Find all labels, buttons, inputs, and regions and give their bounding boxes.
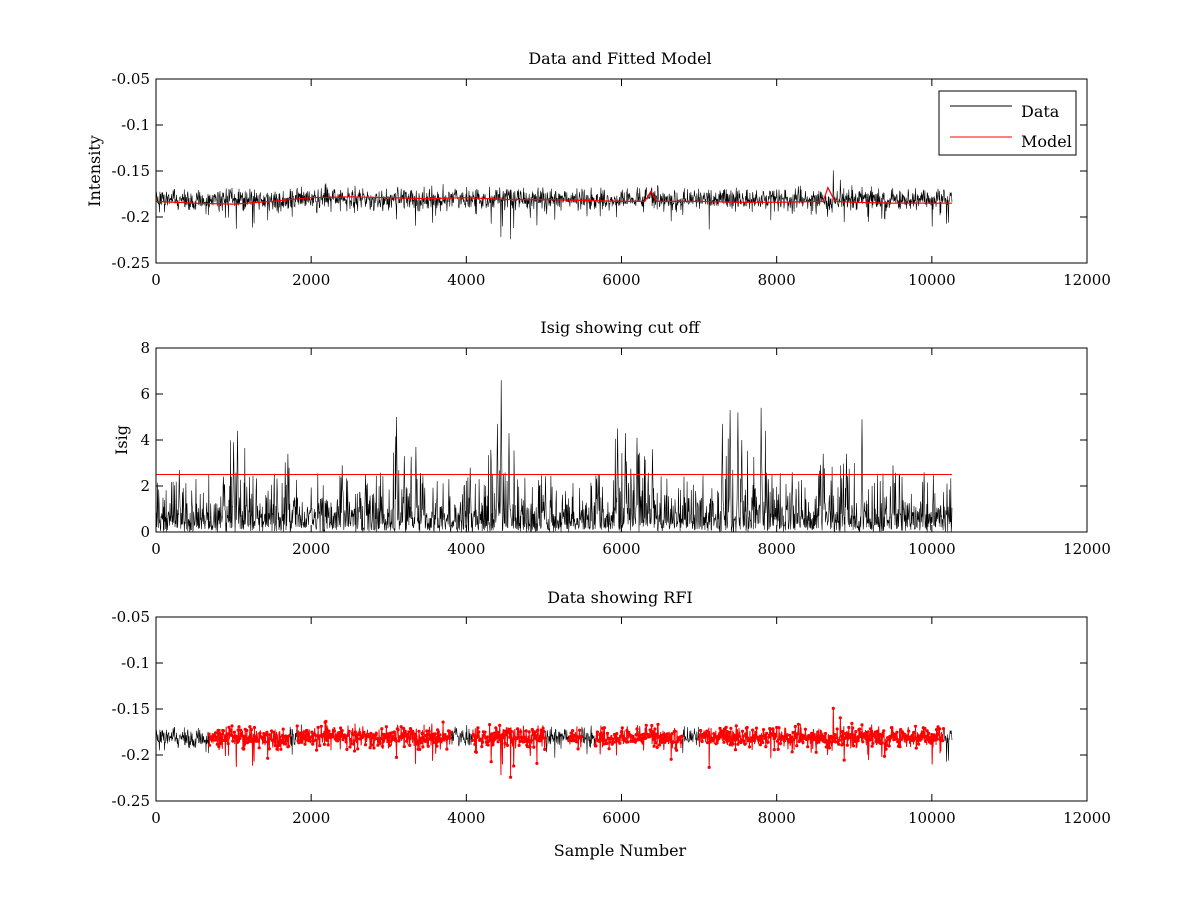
y-tick-label: 2 bbox=[140, 477, 150, 495]
y-tick-label: 0 bbox=[140, 523, 150, 541]
y-tick-label: -0.15 bbox=[112, 162, 150, 180]
x-tick-label: 8000 bbox=[758, 540, 796, 558]
y-tick-label: -0.25 bbox=[112, 254, 150, 272]
x-tick-label: 0 bbox=[151, 271, 161, 289]
rfi-trace bbox=[698, 708, 944, 768]
x-tick-label: 4000 bbox=[447, 540, 485, 558]
plot-area: 0 2000 4000 6000 8000 10000 12000 0 2 4 6 8 bbox=[140, 339, 1110, 558]
x-tick-label: 6000 bbox=[602, 271, 640, 289]
y-tick-label: -0.15 bbox=[112, 700, 150, 718]
x-axis-label: Sample Number bbox=[554, 841, 687, 860]
x-tick-label: 12000 bbox=[1063, 809, 1111, 827]
rfi-trace bbox=[594, 723, 683, 760]
x-tick-label: 2000 bbox=[292, 809, 330, 827]
y-tick-label: -0.2 bbox=[121, 208, 150, 226]
panel-title: Data and Fitted Model bbox=[528, 49, 711, 68]
x-tick-label: 12000 bbox=[1063, 271, 1111, 289]
x-tick-label: 10000 bbox=[908, 540, 956, 558]
y-tick-label: -0.2 bbox=[121, 746, 150, 764]
y-tick-label: -0.25 bbox=[112, 792, 150, 810]
x-tick-label: 0 bbox=[151, 809, 161, 827]
y-axis-label: Isig bbox=[112, 425, 131, 455]
y-tick-label: 8 bbox=[140, 339, 150, 357]
x-tick-label: 0 bbox=[151, 540, 161, 558]
y-tick-label: 6 bbox=[140, 385, 150, 403]
panel-isig-showing-cut-off: Isig showing cut off Isig 0 2000 4000 6000 8… bbox=[112, 318, 1111, 558]
x-tick-label: 10000 bbox=[908, 809, 956, 827]
legend-data-label: Data bbox=[1021, 102, 1060, 121]
model-series-line bbox=[155, 186, 952, 205]
x-tick-label: 4000 bbox=[447, 271, 485, 289]
panel-data-and-fitted-model: Data and Fitted Model Intensity 0 2000 400… bbox=[85, 49, 1111, 289]
legend: Data Model bbox=[938, 90, 1077, 156]
rfi-trace bbox=[568, 726, 582, 749]
isig-series-line bbox=[155, 380, 953, 533]
x-tick-label: 2000 bbox=[292, 271, 330, 289]
plot-area: 0 2000 4000 6000 8000 10000 12000 -0.05 -0.1 -0.1… bbox=[112, 608, 1111, 827]
x-tick-label: 2000 bbox=[292, 540, 330, 558]
y-tick-label: -0.1 bbox=[121, 654, 150, 672]
y-tick-label: 4 bbox=[140, 431, 150, 449]
rfi-trace bbox=[296, 721, 452, 764]
y-axis-label: Intensity bbox=[85, 135, 104, 207]
x-tick-label: 4000 bbox=[447, 809, 485, 827]
panel-title: Isig showing cut off bbox=[540, 318, 701, 337]
legend-model-label: Model bbox=[1021, 132, 1072, 151]
x-tick-label: 6000 bbox=[602, 809, 640, 827]
rfi-point bbox=[509, 775, 513, 779]
y-tick-label: -0.05 bbox=[112, 70, 150, 88]
x-tick-label: 6000 bbox=[602, 540, 640, 558]
x-tick-label: 8000 bbox=[758, 809, 796, 827]
x-tick-label: 8000 bbox=[758, 271, 796, 289]
x-tick-label: 12000 bbox=[1063, 540, 1111, 558]
y-tick-label: -0.1 bbox=[121, 116, 150, 134]
plot-area: 0 2000 4000 6000 8000 10000 12000 -0.05 -0.1 -0.1… bbox=[112, 70, 1111, 289]
rfi-trace bbox=[472, 724, 546, 778]
x-tick-label: 10000 bbox=[908, 271, 956, 289]
panel-title: Data showing RFI bbox=[547, 588, 692, 607]
panel-data-showing-rfi: Data showing RFI Sample Number 0 2000 4000… bbox=[112, 588, 1111, 860]
y-tick-label: -0.05 bbox=[112, 608, 150, 626]
rfi-trace bbox=[208, 725, 290, 767]
legend-box bbox=[938, 90, 1077, 156]
